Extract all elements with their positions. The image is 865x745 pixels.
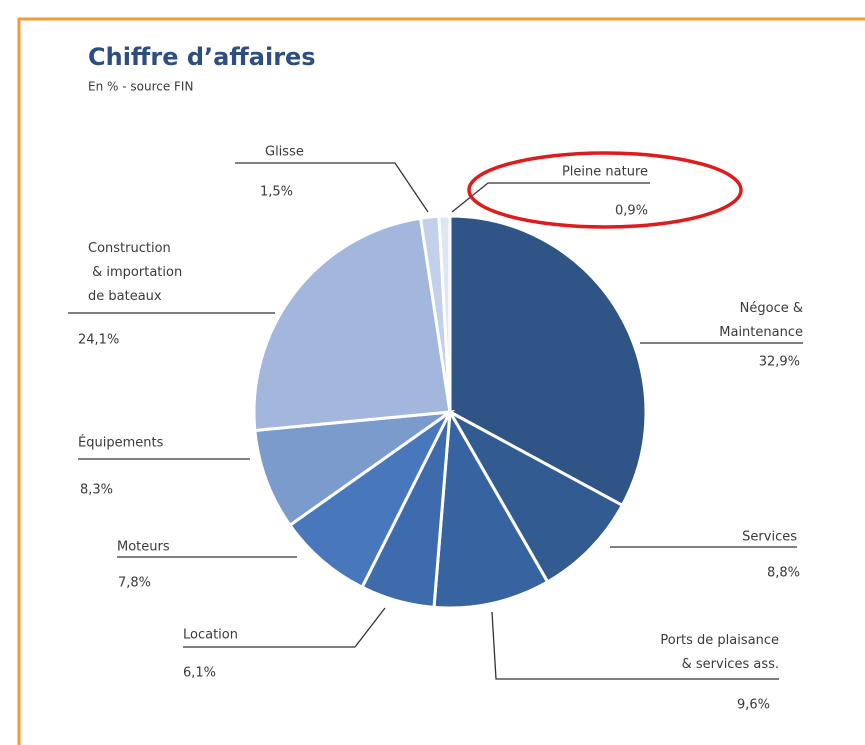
pie-slice (446, 408, 625, 584)
pie-slice (448, 214, 648, 508)
slice-label: Équipements (78, 435, 164, 451)
value-label: 6,1% (183, 666, 216, 681)
pie-slice (287, 410, 452, 590)
slice-label: Pleine nature (562, 165, 648, 180)
chart-subtitle: En % - source FIN (88, 80, 193, 94)
value-label: 24,1% (78, 333, 119, 348)
slice-label: Moteurs (117, 540, 170, 555)
labels: Négoce & Maintenance 32,9% Services 8,8% Port… (68, 145, 803, 713)
value-label: 7,8% (118, 576, 151, 591)
leader-line (451, 182, 650, 213)
value-label: 0,9% (615, 204, 648, 219)
pie-slice (432, 407, 550, 610)
pie-slice (252, 216, 452, 433)
slice-label: Services (742, 530, 797, 545)
pie-slice (437, 214, 452, 413)
value-label: 1,5% (260, 185, 293, 200)
value-label: 8,3% (80, 483, 113, 498)
slice-label: Ports de plaisance & services ass. (660, 633, 779, 672)
pie (252, 214, 648, 610)
value-label: 9,6% (737, 698, 770, 713)
slice-label: Négoce & Maintenance (719, 301, 803, 340)
value-label: 32,9% (759, 355, 800, 370)
pie-slice (253, 409, 456, 528)
value-label: 8,8% (767, 566, 800, 581)
slice-label: Location (183, 628, 238, 643)
leader-line (183, 607, 386, 648)
highlight-ellipse (467, 151, 743, 229)
slice-label: Glisse (265, 145, 304, 160)
leader-line (491, 611, 779, 680)
chart-title: Chiffre d’affaires (88, 43, 316, 71)
leader-line (235, 162, 429, 213)
frame (17, 17, 865, 745)
slice-label: Construction & importation de bateaux (88, 241, 182, 304)
